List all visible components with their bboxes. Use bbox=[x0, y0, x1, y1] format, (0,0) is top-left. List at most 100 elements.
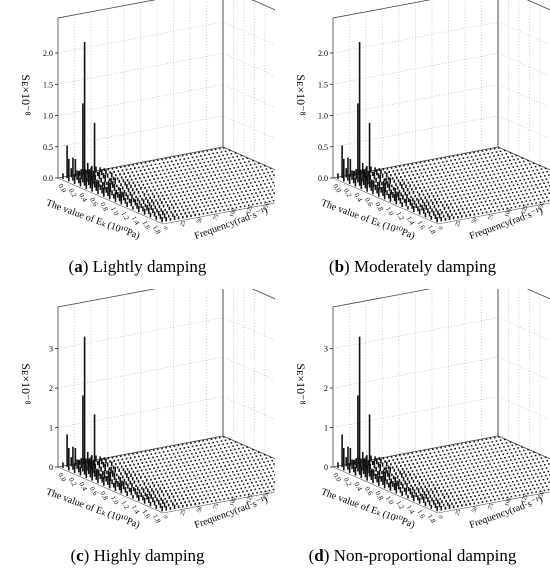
panel-c: 0 1 2 3 Sᴇ×10⁻⁸ 0.0 0.2 0.4 0.6 0.8 1.0 1.2 1.4 1.6 1.… bbox=[0, 289, 275, 577]
floor bbox=[331, 146, 550, 225]
chart-body-0: 0.00.51.01.52.0Sᴇ×10⁻⁸0.0 0.2 0.4 0.6 0.8 1.0… bbox=[19, 0, 275, 242]
floor bbox=[331, 435, 550, 514]
chart-a: 0.00.51.01.52.0Sᴇ×10⁻⁸0.0 0.2 0.4 0.6 0.8 1.0… bbox=[19, 0, 275, 242]
grid-line bbox=[497, 84, 550, 108]
grid-line bbox=[57, 396, 224, 428]
y-tick-label: 125 bbox=[246, 494, 255, 505]
grid-line bbox=[222, 396, 275, 420]
y-tick-label: 75 bbox=[488, 503, 496, 511]
x-tick-label: 0.4 bbox=[352, 481, 364, 493]
caption-a: (a) Lightly damping bbox=[68, 257, 207, 276]
caption-letter-c: c bbox=[76, 546, 84, 565]
grid-line bbox=[332, 317, 499, 349]
grid-line bbox=[57, 317, 224, 349]
grid-line bbox=[57, 356, 224, 389]
chart-b: 0.00.51.01.52.0Sᴇ×10⁻⁸0.0 0.2 0.4 0.6 0.8 1.0… bbox=[294, 0, 550, 242]
caption-text-d: Non-proportional damping bbox=[329, 546, 517, 565]
z-tick-label: 0.0 bbox=[318, 174, 328, 183]
floor bbox=[56, 146, 275, 225]
x-tick-label: 1.8 bbox=[426, 513, 438, 525]
x-tick-label: 0.8 bbox=[98, 490, 110, 502]
z-tick-label: 0.5 bbox=[43, 143, 53, 152]
x-tick-label: 0.4 bbox=[77, 192, 89, 204]
x-tick-label: 0.6 bbox=[363, 196, 375, 208]
x-tick-label: 1.0 bbox=[384, 495, 396, 507]
caption-d: (d) Non-proportional damping bbox=[308, 546, 517, 565]
grid-line bbox=[332, 356, 499, 389]
x-tick-label: 1.6 bbox=[415, 508, 427, 520]
grid-line bbox=[222, 84, 275, 108]
grid-line bbox=[222, 356, 275, 381]
x-tick-label: 1.8 bbox=[151, 513, 163, 525]
grid-line bbox=[332, 84, 499, 116]
y-tick-label: 0 bbox=[163, 515, 170, 520]
x-tick-label: 1.6 bbox=[140, 219, 152, 231]
y-tick-label: 25 bbox=[180, 220, 188, 228]
x-tick-label: 1.4 bbox=[130, 504, 142, 516]
x-tick-label: 0.0 bbox=[331, 472, 343, 484]
grid-line bbox=[57, 115, 224, 147]
grid-line bbox=[222, 317, 275, 341]
x-tick-label: 1.8 bbox=[151, 224, 163, 236]
panel-d: 0 1 2 3 Sᴇ×10⁻⁸ 0.0 0.2 0.4 0.6 0.8 1.0 1.2 1.4 1.6 1.… bbox=[275, 289, 550, 577]
z-tick-label: 1 bbox=[324, 424, 328, 433]
caption-text-b: Moderately damping bbox=[349, 257, 497, 276]
x-tick-label: 0.6 bbox=[363, 485, 375, 497]
z-tick-label: 0.5 bbox=[318, 143, 328, 152]
chart-d: 0 1 2 3 Sᴇ×10⁻⁸ 0.0 0.2 0.4 0.6 0.8 1.0 1.2 1.4 1.6 1.… bbox=[294, 289, 550, 531]
x-tick-label: 1.0 bbox=[109, 495, 121, 507]
chart-body-1: 0.00.51.01.52.0Sᴇ×10⁻⁸0.0 0.2 0.4 0.6 0.8 1.0… bbox=[294, 0, 550, 242]
y-tick-label: 100 bbox=[229, 497, 238, 508]
y-tick-label: 50 bbox=[471, 506, 479, 514]
y-tick-label: 125 bbox=[246, 205, 255, 216]
x-tick-label: 0.8 bbox=[373, 490, 385, 502]
z-axis-label: Sᴇ×10⁻⁸ bbox=[294, 74, 308, 115]
x-tick-label: 0.4 bbox=[77, 481, 89, 493]
grid-line bbox=[332, 53, 499, 85]
z-tick-label: 0.0 bbox=[43, 174, 53, 183]
z-tick-label: 2.0 bbox=[318, 49, 328, 58]
z-tick-label: 2.0 bbox=[43, 49, 53, 58]
caption-b: (b) Moderately damping bbox=[328, 257, 497, 276]
z-tick-label: 1.5 bbox=[43, 80, 53, 89]
z-tick-label: 1.0 bbox=[318, 112, 328, 121]
x-tick-label: 0.0 bbox=[56, 183, 68, 195]
z-tick-label: 1 bbox=[49, 424, 53, 433]
y-tick-label: 25 bbox=[180, 509, 188, 517]
x-tick-label: 1.0 bbox=[384, 206, 396, 218]
wall-back bbox=[222, 289, 275, 460]
x-tick-label: 1.0 bbox=[109, 206, 121, 218]
y-tick-label: 0 bbox=[438, 515, 445, 520]
grid-line bbox=[222, 21, 275, 46]
y-tick-label: 75 bbox=[213, 503, 221, 511]
x-tick-label: 1.4 bbox=[405, 504, 417, 516]
y-tick-label: 25 bbox=[455, 509, 463, 517]
x-tick-label: 0.2 bbox=[67, 187, 79, 199]
y-tick-label: 0 bbox=[163, 226, 170, 231]
x-tick-label: 0.6 bbox=[88, 485, 100, 497]
y-tick-label: 125 bbox=[521, 205, 530, 216]
x-tick-label: 1.6 bbox=[140, 508, 152, 520]
grid-line bbox=[332, 396, 499, 428]
y-tick-label: 150 bbox=[537, 202, 546, 213]
x-tick-label: 1.2 bbox=[119, 210, 131, 222]
x-tick-label: 1.6 bbox=[415, 219, 427, 231]
caption-text-a: Lightly damping bbox=[88, 257, 207, 276]
x-tick-label: 1.8 bbox=[426, 224, 438, 236]
y-tick-label: 100 bbox=[504, 208, 513, 219]
caption-letter-b: b bbox=[334, 257, 345, 276]
grid-line bbox=[222, 53, 275, 77]
panel-b: 0.0 0.5 1.0 1.5 2.0 Sᴇ×10⁻⁸ 0.0 0.2 0.4 0.6 0.8 1.0… bbox=[275, 0, 550, 288]
y-tick-label: 50 bbox=[196, 217, 204, 225]
y-tick-label: 0 bbox=[438, 226, 445, 231]
x-tick-label: 1.2 bbox=[394, 499, 406, 511]
x-tick-label: 1.2 bbox=[394, 210, 406, 222]
grid-line bbox=[497, 53, 550, 77]
grid-line bbox=[497, 21, 550, 46]
z-axis-label: Sᴇ×10⁻⁸ bbox=[294, 363, 308, 404]
x-tick-label: 0.0 bbox=[56, 472, 68, 484]
x-tick-label: 0.6 bbox=[88, 196, 100, 208]
y-tick-label: 75 bbox=[213, 214, 221, 222]
chart-c: 0 1 2 3 Sᴇ×10⁻⁸ 0.0 0.2 0.4 0.6 0.8 1.0 1.2 1.4 1.6 1.… bbox=[19, 289, 275, 531]
grid-line bbox=[57, 53, 224, 85]
